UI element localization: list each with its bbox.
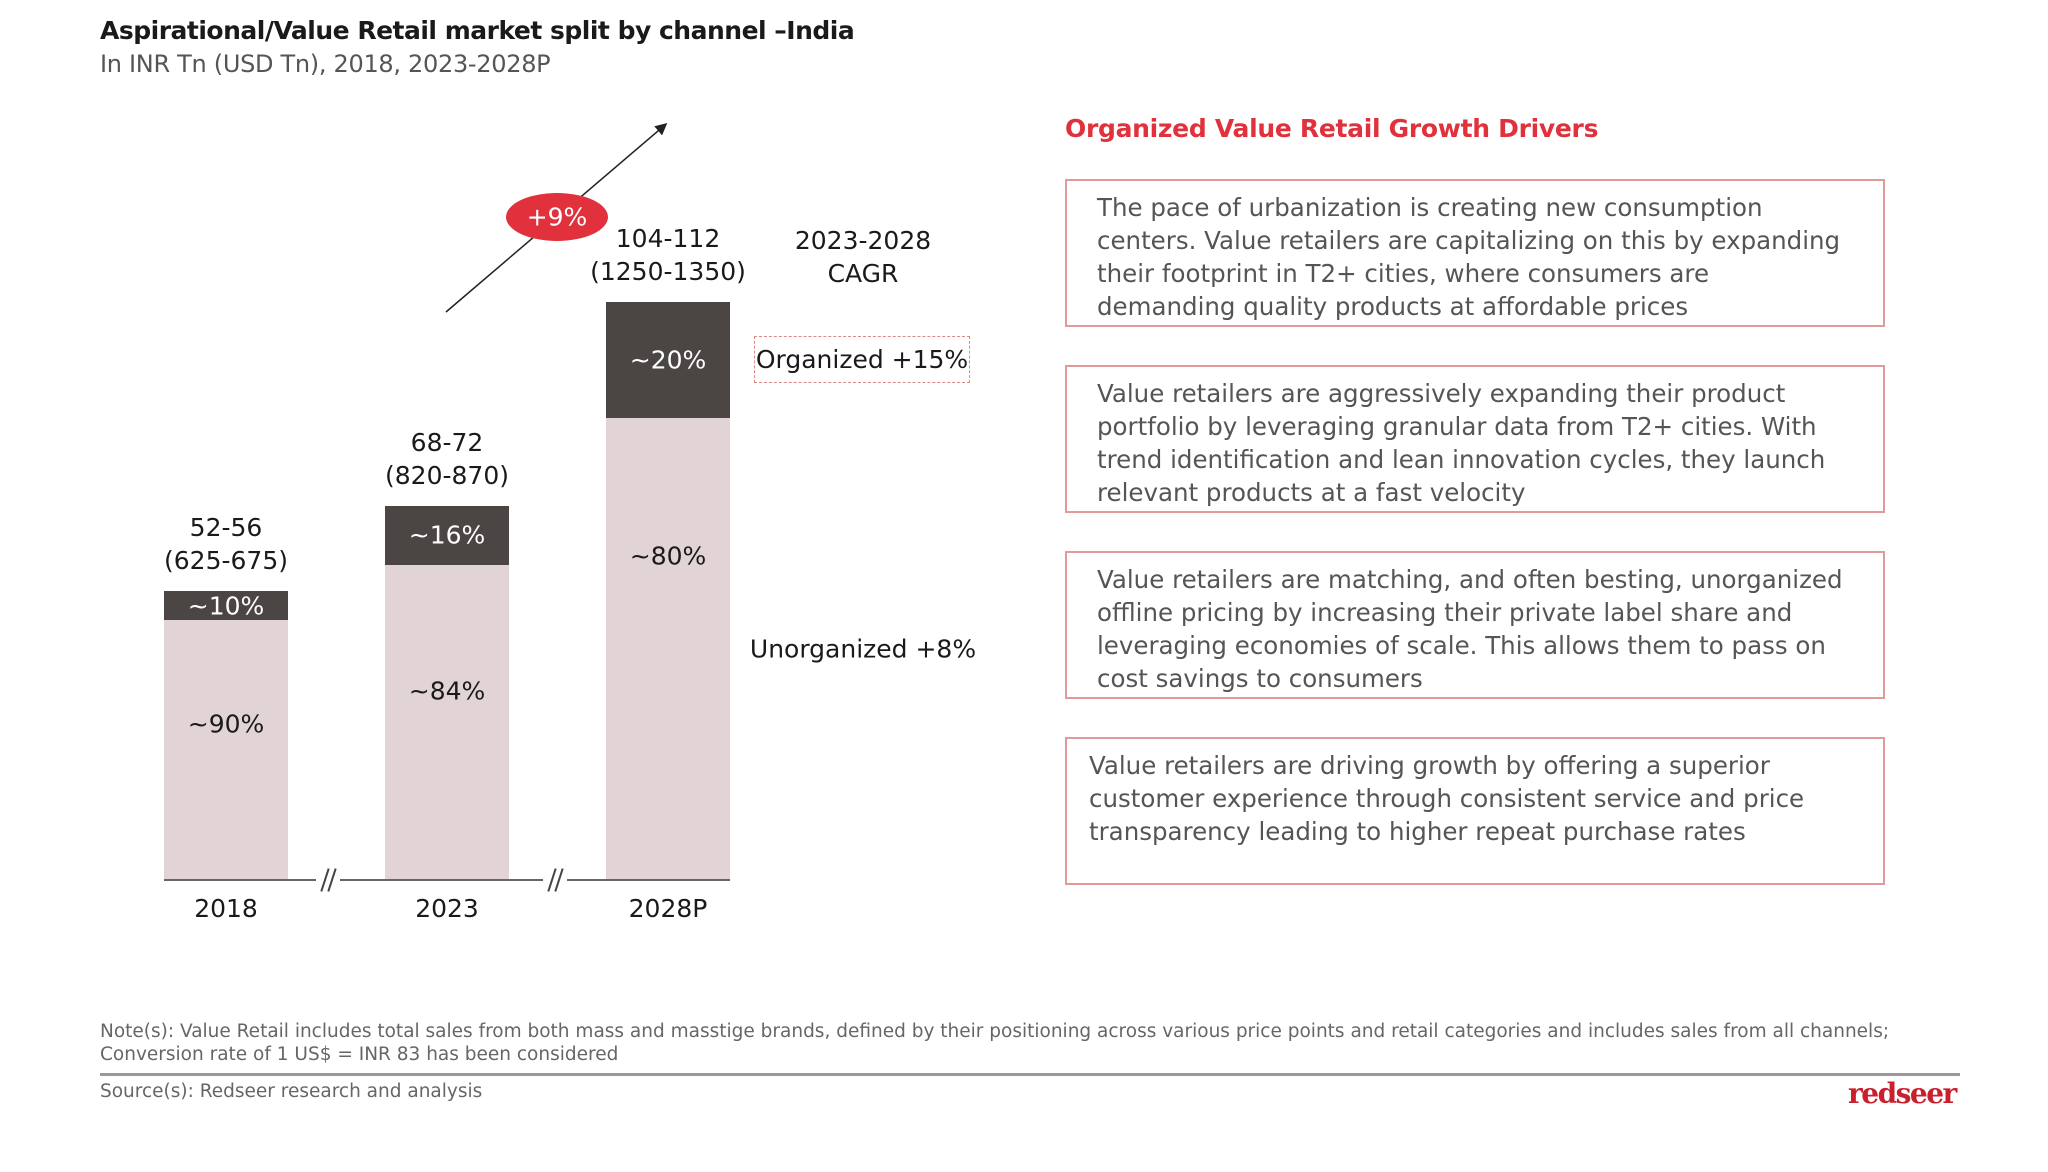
chart-subtitle: In INR Tn (USD Tn), 2018, 2023-2028P bbox=[100, 50, 551, 78]
unorganized-share-label: ~80% bbox=[629, 541, 707, 571]
total-usd-label: (820-870) bbox=[385, 460, 509, 490]
footer-divider bbox=[100, 1073, 1960, 1076]
driver-box: Value retailers are aggressively expandi… bbox=[1065, 365, 1885, 513]
chart-title: Aspirational/Value Retail market split b… bbox=[100, 16, 855, 45]
total-usd-label: (1250-1350) bbox=[590, 257, 746, 287]
bar-segment-unorganized bbox=[385, 565, 509, 880]
total-inr-label: 52-56 bbox=[189, 513, 263, 543]
axis-break-icon bbox=[316, 868, 340, 892]
redseer-logo: redseer bbox=[1848, 1077, 1957, 1110]
cagr-header-line: CAGR bbox=[827, 259, 899, 288]
organized-share-label: ~16% bbox=[408, 520, 486, 550]
bar-segment-organized bbox=[385, 505, 509, 566]
x-tick-label: 2023 bbox=[415, 894, 479, 923]
cagr-badge bbox=[506, 193, 608, 241]
footnote: Note(s): Value Retail includes total sal… bbox=[100, 1021, 1890, 1065]
unorganized-share-label: ~90% bbox=[187, 709, 265, 739]
unorganized-cagr-label: Unorganized +8% bbox=[749, 634, 977, 664]
driver-box: The pace of urbanization is creating new… bbox=[1065, 179, 1885, 327]
x-tick-label: 2018 bbox=[194, 894, 258, 923]
organized-share-label: ~10% bbox=[187, 591, 265, 621]
bar-segment-unorganized bbox=[164, 619, 288, 880]
axis-break-icon bbox=[543, 868, 567, 892]
driver-box: Value retailers are driving growth by of… bbox=[1065, 737, 1885, 885]
overall-cagr-label: +9% bbox=[526, 202, 588, 232]
x-axis bbox=[164, 879, 730, 881]
cagr-header: 2023-2028 CAGR bbox=[795, 224, 931, 290]
source-note: Source(s): Redseer research and analysis bbox=[100, 1081, 483, 1102]
bar-segment-organized bbox=[164, 591, 288, 620]
bar-segment-organized bbox=[606, 302, 730, 418]
drivers-heading: Organized Value Retail Growth Drivers bbox=[1065, 114, 1599, 143]
total-usd-label: (625-675) bbox=[164, 546, 288, 576]
x-tick-label: 2028P bbox=[628, 894, 708, 923]
driver-box: Value retailers are matching, and often … bbox=[1065, 551, 1885, 699]
cagr-arrow bbox=[445, 123, 668, 313]
unorganized-share-label: ~84% bbox=[408, 676, 486, 706]
total-inr-label: 68-72 bbox=[410, 427, 484, 457]
cagr-header-line: 2023-2028 bbox=[794, 226, 932, 255]
bar-segment-unorganized bbox=[606, 417, 730, 880]
organized-cagr-box: Organized +15% bbox=[754, 336, 970, 383]
total-inr-label: 104-112 bbox=[615, 224, 721, 254]
organized-share-label: ~20% bbox=[629, 345, 707, 375]
